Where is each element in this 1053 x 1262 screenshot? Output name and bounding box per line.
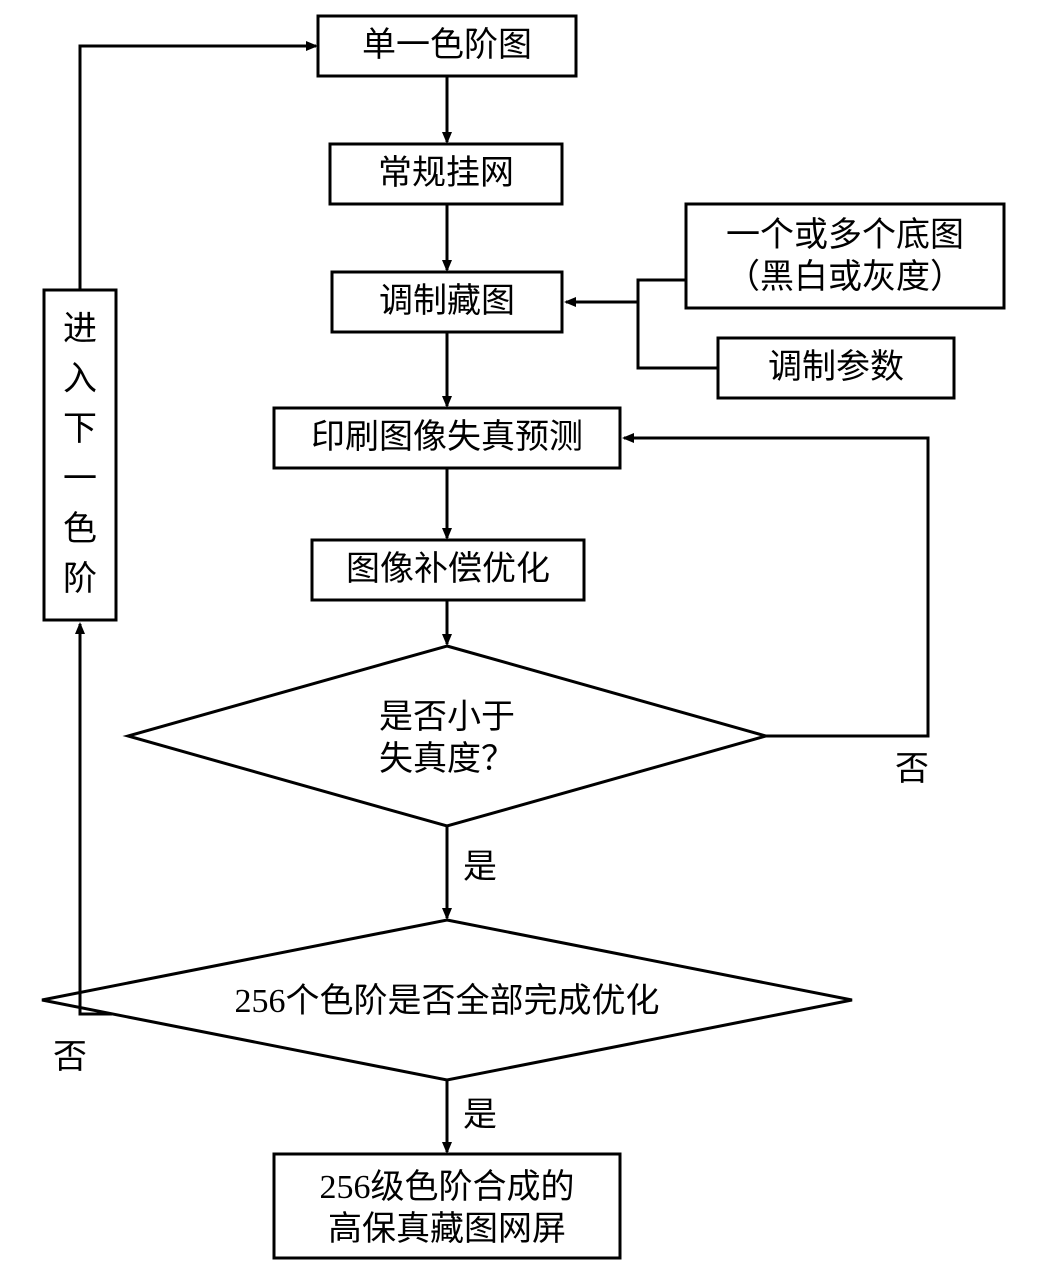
node-decision1-label1: 是否小于 — [379, 699, 515, 736]
node-decision1 — [128, 646, 766, 826]
edge-decision1-no — [624, 438, 928, 736]
node-params-label: 调制参数 — [768, 348, 904, 386]
node-loop-c4: 色 — [63, 510, 97, 548]
node-loop-c5: 阶 — [63, 560, 97, 598]
node-base-label1: 一个或多个底图 — [726, 216, 964, 254]
node-input-label: 单一色阶图 — [362, 26, 532, 64]
node-predict-label: 印刷图像失真预测 — [311, 418, 583, 456]
node-loop-c1: 入 — [63, 361, 97, 398]
edge-base-modulate — [566, 280, 686, 302]
edge-decision2-no — [80, 624, 112, 1014]
node-output-label1: 256级色阶合成的 — [320, 1168, 575, 1206]
edge-decision2-no-label: 否 — [53, 1039, 87, 1076]
node-loop-c0: 进 — [63, 311, 97, 348]
node-base-label2: （黑白或灰度） — [726, 258, 964, 296]
edge-loop-input — [80, 46, 316, 290]
node-decision2-label: 256个色阶是否全部完成优化 — [235, 982, 660, 1020]
node-compensate-label: 图像补偿优化 — [346, 550, 550, 588]
node-output-label2: 高保真藏图网屏 — [328, 1210, 566, 1248]
edge-decision1-no-label: 否 — [895, 751, 929, 788]
node-loop-c2: 下 — [63, 411, 97, 448]
node-decision1-label2: 失真度？ — [379, 740, 515, 778]
edge-params-join — [638, 302, 718, 368]
node-screen-label: 常规挂网 — [378, 154, 514, 192]
edge-decision2-yes-label: 是 — [463, 1097, 497, 1134]
node-loop-c3: 一 — [63, 461, 97, 498]
edge-decision1-yes-label: 是 — [463, 849, 497, 886]
node-modulate-label: 调制藏图 — [379, 282, 515, 320]
